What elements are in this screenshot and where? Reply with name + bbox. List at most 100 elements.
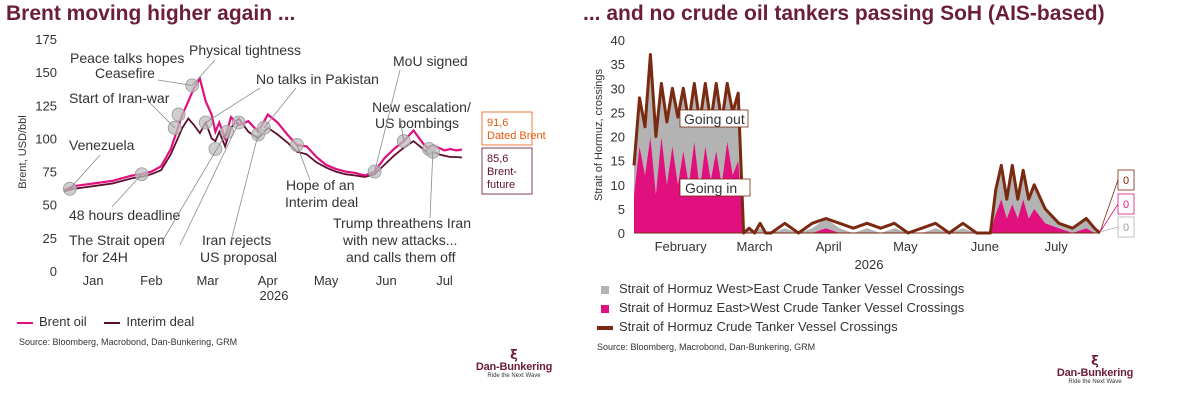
left-x-tick-jan: Jan: [83, 273, 104, 288]
right-y-tick-35: 35: [611, 57, 625, 72]
annotation-calls-off: and calls them off: [346, 249, 456, 265]
annotation-connectors: [69, 59, 434, 246]
right-end-labels: 0 0 0: [1099, 169, 1135, 238]
connector-2: [149, 102, 175, 129]
legend-interim-label: Interim deal: [126, 314, 195, 329]
legend-east-west: Strait of Hormuz East>West Crude Tanker …: [597, 298, 964, 317]
legend-interim-swatch: [104, 321, 121, 324]
left-x-tick-mar: Mar: [196, 273, 219, 288]
connector-4: [157, 79, 193, 86]
brent-future-label-box: [481, 147, 533, 195]
left-y-tick-175: 175: [35, 32, 57, 47]
tanker-chart: Strait of Hormuz, crossings 0 5 10 15 20 25 30…: [593, 33, 1135, 272]
right-y-tick-25: 25: [611, 105, 625, 120]
left-y-tick-25: 25: [43, 231, 57, 246]
annotation-us-bombings: US bombings: [375, 115, 459, 131]
legend-east-west-label: Strait of Hormuz East>West Crude Tanker …: [619, 300, 965, 315]
left-x-tick-may: May: [314, 273, 339, 288]
right-y-tick-10: 10: [611, 178, 625, 193]
going-in-box: [679, 178, 751, 197]
left-year-label: 2026: [260, 288, 289, 303]
connector-9: [296, 144, 311, 181]
legend-west-east-swatch: [601, 285, 609, 294]
right-legend: Strait of Hormuz West>East Crude Tanker …: [597, 279, 964, 336]
left-x-tick-apr: Apr: [258, 273, 279, 288]
connector-1: [111, 173, 142, 208]
right-x-tick-june: June: [971, 239, 999, 254]
dated-brent-label-box: [481, 111, 533, 146]
end-connector-0: [1099, 179, 1119, 233]
left-source: Source: Bloomberg, Macrobond, Dan-Bunker…: [19, 337, 238, 347]
right-series-areas: [632, 53, 1101, 235]
legend-brent-oil: Brent oil: [17, 314, 90, 329]
annotation-us-proposal: US proposal: [200, 249, 277, 265]
connector-7: [159, 131, 228, 246]
brent-chart: Brent, USD/bbl 0 25 50 75 100 125 150 175 Jan Fe…: [17, 32, 546, 303]
legend-brent-label: Brent oil: [39, 314, 87, 329]
legend-west-east: Strait of Hormuz West>East Crude Tanker …: [597, 279, 964, 298]
event-marker-3: [171, 107, 186, 122]
right-y-tick-30: 30: [611, 81, 625, 96]
end-label-3: 0: [1123, 222, 1129, 234]
left-y-tick-50: 50: [43, 198, 57, 213]
annotation-venezuela: Venezuela: [69, 137, 135, 153]
left-legend: Brent oil Interim deal: [17, 314, 194, 329]
right-y-tick-5: 5: [618, 202, 625, 217]
left-y-tick-150: 150: [35, 65, 57, 80]
left-end-labels: 91,6 Dated Brent 85,6 Brent- future: [481, 111, 546, 195]
line-total-crossings: [632, 53, 1101, 235]
legend-interim-deal: Interim deal: [104, 314, 194, 329]
annotation-new-escalation: New escalation/: [372, 99, 471, 115]
annotation-ceasefire: Ceasefire: [95, 65, 155, 81]
legend-total-label: Strait of Hormuz Crude Tanker Vessel Cro…: [619, 319, 898, 334]
annotation-start-war: Start of Iran-war: [69, 90, 170, 106]
dated-brent-value: 91,6: [487, 117, 508, 129]
legend-total: Strait of Hormuz Crude Tanker Vessel Cro…: [597, 317, 964, 336]
going-in-label: Going in: [685, 180, 737, 196]
event-marker-10: [257, 120, 271, 135]
right-y-axis-title: Strait of Hormuz, crossings: [593, 68, 605, 201]
left-logo: 𝝽 Dan-Bunkering Ride the Next Wave: [474, 348, 554, 379]
right-year-label: 2026: [855, 257, 884, 272]
logo-name: Dan-Bunkering: [475, 361, 553, 373]
legend-brent-swatch: [17, 321, 33, 324]
right-x-tick-may: May: [893, 239, 918, 254]
right-y-tick-15: 15: [611, 154, 625, 169]
right-y-ticks: 0 5 10 15 20 25 30 35 40: [611, 33, 625, 241]
dated-brent-name: Dated Brent: [487, 130, 546, 142]
end-label-1: 0: [1123, 175, 1129, 187]
brent-future-name-1: Brent-: [487, 166, 517, 178]
brent-future-value: 85,6: [487, 153, 508, 165]
annotation-new-attacks: with new attacks...: [342, 232, 457, 248]
left-x-tick-jul: Jul: [436, 273, 453, 288]
connector-10: [374, 69, 401, 172]
left-y-tick-100: 100: [35, 131, 57, 146]
connector-3: [191, 59, 216, 86]
annotation-trump: Trump threathens Iran: [333, 215, 471, 231]
annotation-interim-deal: Interim deal: [285, 194, 358, 210]
logo-mark-icon: 𝝽: [510, 347, 518, 362]
annotation-strait-open: The Strait open: [69, 232, 165, 248]
left-y-axis-title: Brent, USD/bbl: [17, 115, 29, 188]
end-connector-2: [1099, 226, 1119, 233]
right-area-labels: Going out Going in: [679, 109, 751, 197]
logo-mark-icon-2: 𝝽: [1091, 353, 1099, 368]
event-annotations: Venezuela 48 hours deadline Start of Ira…: [69, 42, 471, 265]
left-chart-title: Brent moving higher again ...: [6, 2, 296, 25]
right-y-tick-40: 40: [611, 33, 625, 48]
left-y-tick-0: 0: [50, 264, 57, 279]
going-out-box: [679, 109, 749, 128]
brent-future-name-2: future: [487, 179, 515, 191]
connector-6: [179, 122, 240, 246]
connector-8: [229, 134, 259, 246]
left-x-ticks: Jan Feb Mar Apr May Jun Jul: [83, 273, 453, 288]
end-label-2: 0: [1123, 199, 1129, 211]
right-x-tick-july: July: [1045, 239, 1069, 254]
logo-tagline: Ride the Next Wave: [487, 373, 541, 379]
legend-west-east-label: Strait of Hormuz West>East Crude Tanker …: [619, 281, 965, 296]
connector-5: [205, 87, 261, 123]
going-out-label: Going out: [684, 111, 745, 127]
legend-east-west-swatch: [601, 304, 609, 313]
connector-13: [263, 87, 297, 129]
